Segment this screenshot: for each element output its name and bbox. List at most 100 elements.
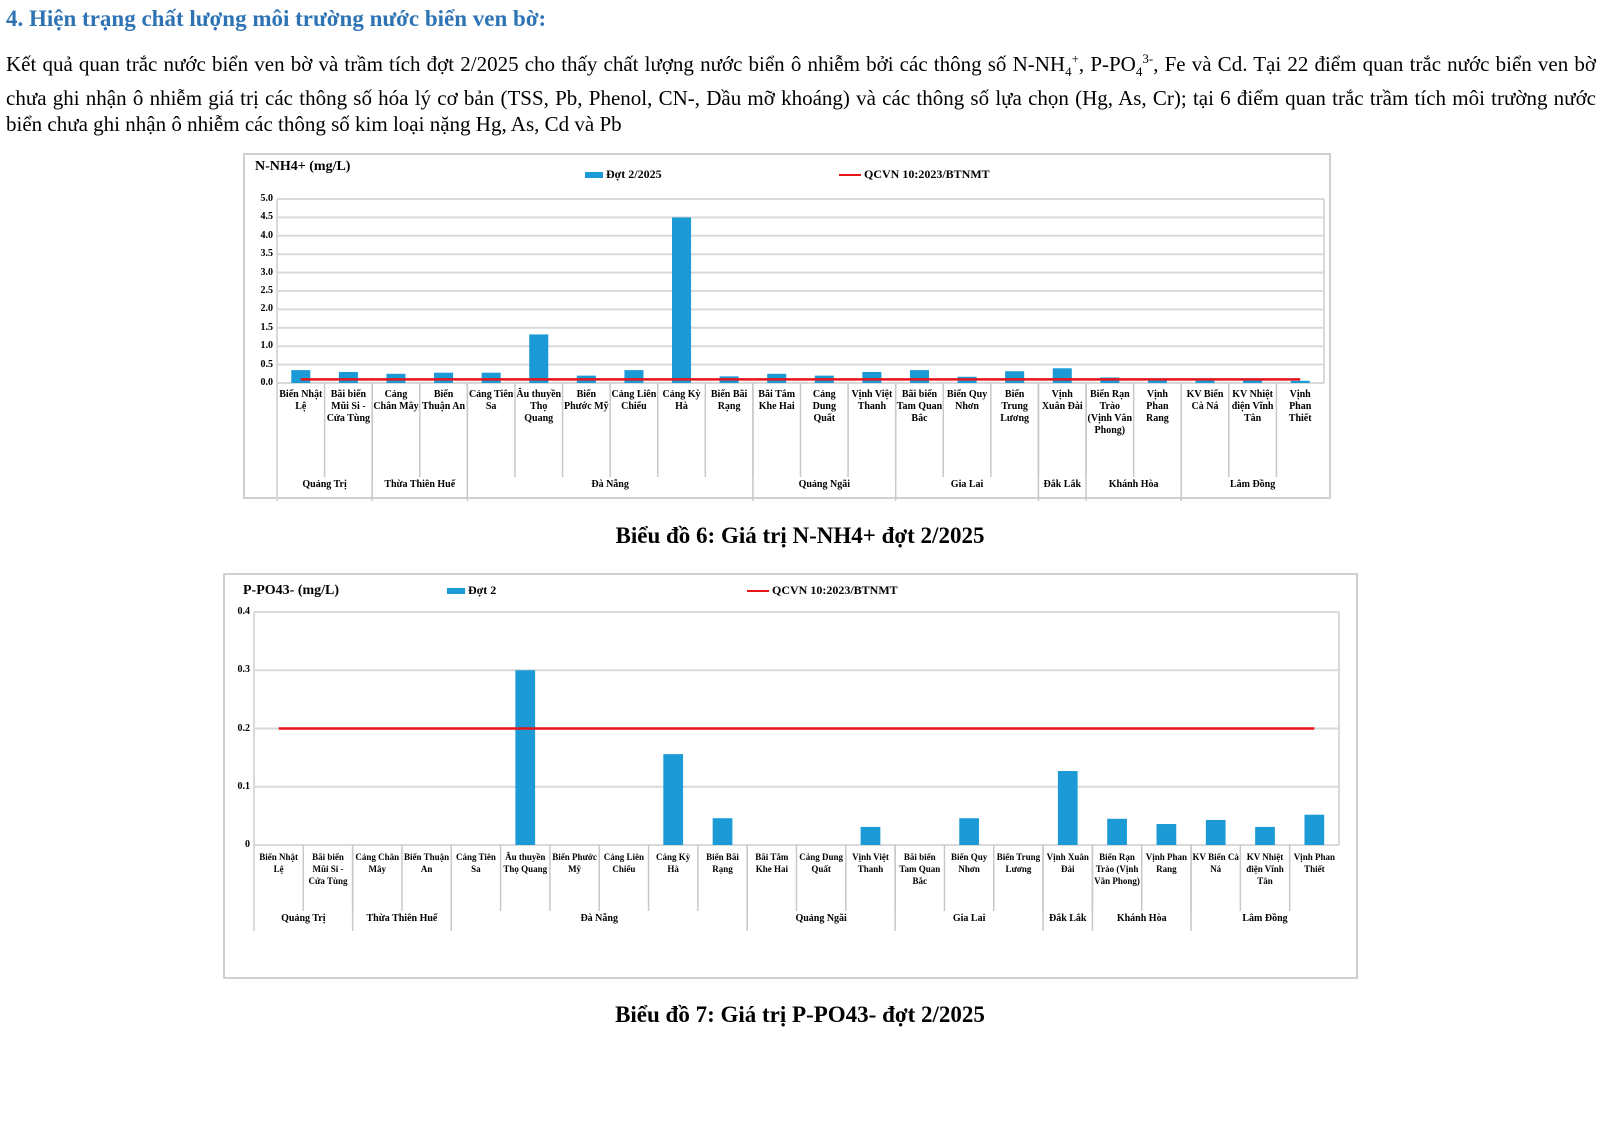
y-tick-label: 4.0 bbox=[260, 229, 274, 241]
section-heading: 4. Hiện trạng chất lượng môi trường nước… bbox=[6, 6, 547, 31]
y-tick-label: 4.5 bbox=[260, 211, 274, 223]
chart-nh4: N-NH4+ (mg/L) Đợt 2/2025 QCVN 10:2023/BTNM… bbox=[243, 153, 1331, 501]
legend-label: QCVN 10:2023/BTNMT bbox=[864, 167, 990, 181]
group-label: Lâm Đồng bbox=[1242, 913, 1288, 924]
group-label: Quảng Ngãi bbox=[795, 913, 847, 924]
legend-swatch bbox=[447, 587, 465, 594]
legend-swatch bbox=[747, 589, 769, 592]
y-tick-label: 1.5 bbox=[260, 321, 274, 333]
category-label: Bãi biển Tam Quan Bắc bbox=[896, 389, 943, 424]
category-label: Vịnh Phan Rang bbox=[1145, 852, 1188, 874]
category-label: Biển Thuận An bbox=[422, 389, 466, 412]
category-label: Bãi biển Mũi Si - Cửa Tùng bbox=[326, 389, 371, 424]
group-label: Gia Lai bbox=[950, 479, 984, 490]
category-label: Bãi biển Mũi Si - Cửa Tùng bbox=[308, 852, 348, 886]
category-label: Cảng Tiên Sa bbox=[455, 852, 496, 874]
group-label: Quảng Trị bbox=[302, 479, 347, 490]
bar bbox=[1205, 819, 1226, 845]
group-label: Đà Nẵng bbox=[591, 479, 629, 490]
bar bbox=[860, 826, 881, 845]
category-label: Biển Phước Mỹ bbox=[552, 852, 597, 874]
caption-chart-7: Biểu đồ 7: Giá trị P-PO43- đợt 2/2025 bbox=[615, 1002, 985, 1027]
category-label: Biển Nhật Lệ bbox=[279, 389, 323, 412]
bar bbox=[291, 370, 311, 383]
category-label: Bãi Tắm Khe Hai bbox=[758, 389, 796, 412]
bar bbox=[1147, 379, 1167, 383]
bar bbox=[862, 371, 882, 383]
category-label: Vịnh Phan Thiết bbox=[1288, 389, 1312, 424]
legend-label: Đợt 2/2025 bbox=[606, 167, 662, 181]
category-label: Biển Trung Lương bbox=[996, 852, 1041, 874]
bar bbox=[515, 670, 536, 845]
bar bbox=[1195, 379, 1215, 383]
legend-label: Đợt 2 bbox=[468, 583, 497, 597]
body-paragraph: Kết quả quan trắc nước biển ven bờ và tr… bbox=[6, 46, 1596, 137]
category-label: Cảng Tiên Sa bbox=[468, 389, 514, 412]
category-label: Vịnh Xuân Đài bbox=[1041, 389, 1083, 412]
chart-title: P-PO43- (mg/L) bbox=[243, 583, 340, 598]
category-label: Vịnh Việt Thanh bbox=[852, 852, 889, 874]
superscript: 3- bbox=[1142, 51, 1154, 66]
group-label: Thừa Thiên Huế bbox=[366, 913, 438, 924]
legend-swatch bbox=[839, 173, 861, 176]
category-label: Biển Nhật Lệ bbox=[259, 852, 299, 874]
category-label: Bãi biển Tam Quan Bắc bbox=[899, 852, 941, 886]
chart-po4: P-PO43- (mg/L) Đợt 2 QCVN 10:2023/BTNMT 0 0.… bbox=[223, 573, 1358, 979]
category-label: Bãi Tắm Khe Hai bbox=[755, 852, 789, 874]
paragraph-text: , P-PO bbox=[1078, 52, 1136, 76]
bar bbox=[1057, 771, 1078, 845]
bar bbox=[1304, 814, 1325, 845]
bar bbox=[672, 217, 692, 383]
category-label: Biển Rạn Trào (Vịnh Vân Phong) bbox=[1094, 852, 1140, 886]
bar bbox=[909, 370, 929, 383]
bar bbox=[1052, 368, 1072, 383]
bar bbox=[1243, 379, 1263, 383]
group-label: Đắk Lắk bbox=[1043, 479, 1081, 490]
bar bbox=[624, 370, 644, 383]
group-label: Lâm Đồng bbox=[1229, 479, 1276, 490]
category-label: Biển Bãi Rạng bbox=[706, 852, 739, 874]
y-tick-label: 2.0 bbox=[260, 303, 274, 315]
bar bbox=[1255, 826, 1275, 845]
group-label: Gia Lai bbox=[952, 913, 986, 924]
category-label: Cảng Kỳ Hà bbox=[656, 852, 691, 874]
y-tick-label: 0 bbox=[245, 839, 250, 850]
group-label: Đà Nẵng bbox=[580, 913, 618, 924]
category-label: Cảng Dung Quất bbox=[799, 852, 844, 874]
chart-title: N-NH4+ (mg/L) bbox=[255, 159, 351, 174]
y-tick-label: 2.5 bbox=[260, 285, 274, 296]
category-label: Cảng Chân Mây bbox=[373, 389, 419, 412]
category-label: Cảng Liên Chiểu bbox=[603, 852, 644, 874]
bar bbox=[338, 371, 358, 383]
category-label: KV Biển Cà Ná bbox=[1186, 389, 1224, 412]
plot-area bbox=[276, 198, 1325, 501]
category-label: KV Nhiệt điện Vĩnh Tân bbox=[1246, 852, 1284, 886]
bar bbox=[1005, 371, 1025, 383]
subscript: 4 bbox=[1135, 64, 1143, 80]
bar bbox=[481, 372, 501, 383]
bar bbox=[1107, 818, 1127, 845]
bar bbox=[663, 754, 684, 845]
legend-item: Đợt 2 bbox=[447, 583, 496, 598]
y-tick-label: 0.5 bbox=[260, 358, 274, 370]
bar bbox=[1156, 824, 1177, 845]
category-label: Vịnh Phan Rang bbox=[1146, 389, 1169, 424]
y-tick-label: 3.5 bbox=[260, 248, 274, 260]
group-label: Quảng Ngãi bbox=[798, 479, 850, 490]
y-tick-label: 0.4 bbox=[237, 606, 251, 617]
paragraph-text: , Fe và Cd. Tại 22 điểm quan trắc nước b… bbox=[6, 52, 1596, 137]
category-label: Cảng Dung Quất bbox=[812, 389, 836, 424]
legend-item: QCVN 10:2023/BTNMT bbox=[747, 583, 898, 598]
group-label: Quảng Trị bbox=[281, 913, 326, 924]
y-tick-label: 0.3 bbox=[237, 664, 251, 676]
plot-area bbox=[253, 611, 1340, 931]
category-label: Vịnh Phan Thiết bbox=[1293, 852, 1335, 874]
y-tick-label: 3.0 bbox=[260, 266, 274, 278]
legend-item: Đợt 2/2025 bbox=[585, 167, 662, 182]
legend-item: QCVN 10:2023/BTNMT bbox=[839, 167, 990, 182]
caption-chart-6: Biểu đồ 6: Giá trị N-NH4+ đợt 2/2025 bbox=[615, 523, 985, 548]
category-label: KV Nhiệt điện Vĩnh Tân bbox=[1231, 389, 1274, 424]
bar bbox=[712, 818, 733, 845]
bar bbox=[1290, 380, 1310, 383]
category-label: Cảng Chân Mây bbox=[355, 852, 400, 874]
